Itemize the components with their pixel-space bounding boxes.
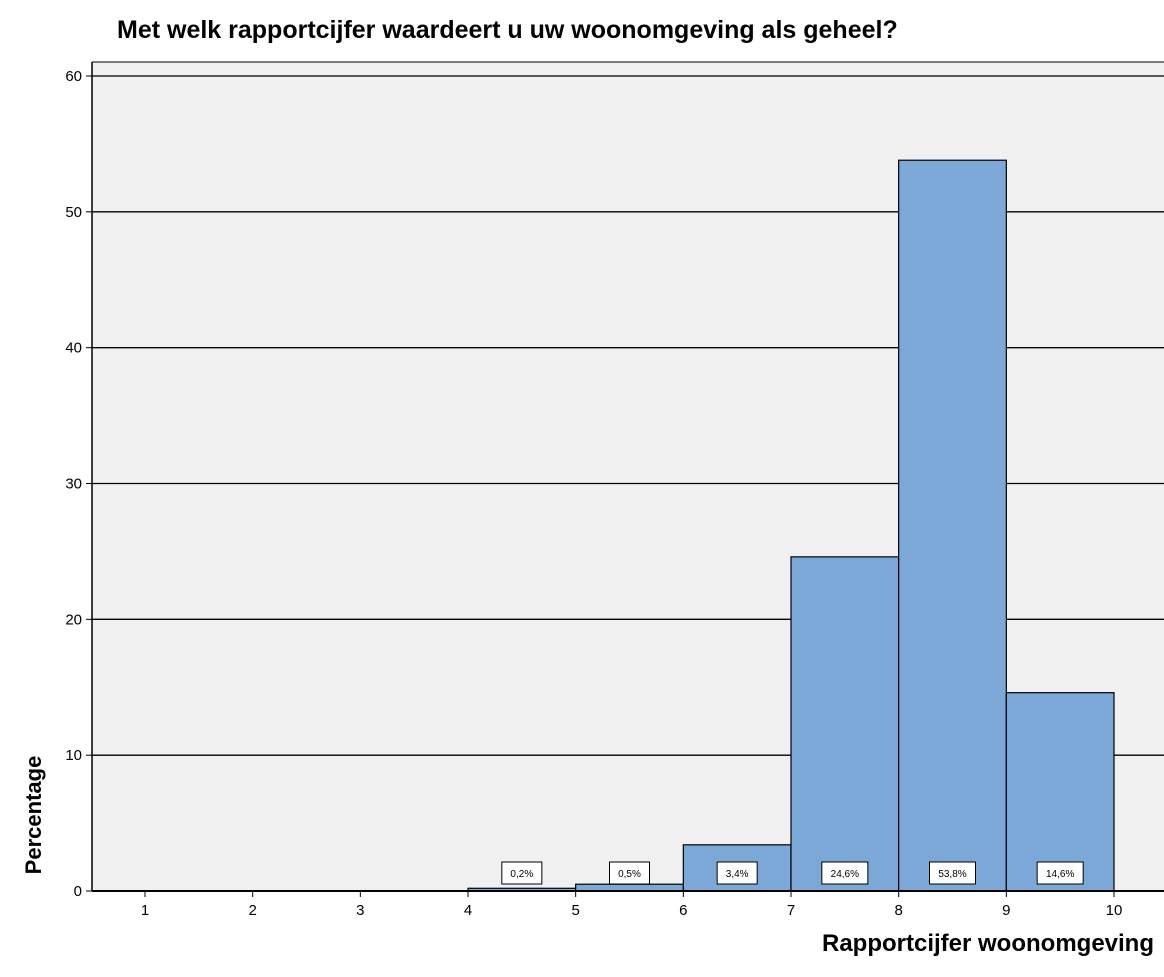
- data-label: 14,6%: [1046, 869, 1074, 880]
- y-ticks: 0 10 20 30 40 50 60: [65, 68, 92, 900]
- data-label: 53,8%: [938, 869, 966, 880]
- bar: [790, 556, 900, 892]
- y-tick-label: 0: [74, 883, 82, 900]
- data-label: 24,6%: [831, 869, 859, 880]
- x-tick-label: 2: [248, 902, 256, 919]
- x-tick-label: 10: [1106, 902, 1123, 919]
- data-label: 0,5%: [618, 869, 641, 880]
- bar: [1005, 692, 1115, 892]
- x-tick-label: 7: [787, 902, 795, 919]
- y-tick-label: 10: [65, 747, 82, 764]
- y-tick-label: 30: [65, 476, 82, 493]
- y-tick-label: 40: [65, 340, 82, 357]
- x-tick-label: 6: [679, 902, 687, 919]
- data-label-box: [716, 861, 758, 885]
- bar: [898, 159, 1007, 892]
- data-labels: 0,2% 0,5% 3,4% 24,6% 53,8% 14,6%: [501, 861, 1084, 885]
- bar: [575, 883, 684, 892]
- x-tick-label: 9: [1002, 902, 1010, 919]
- x-tick-label: 3: [356, 902, 364, 919]
- data-label: 3,4%: [726, 869, 749, 880]
- data-label-box: [1036, 861, 1084, 885]
- x-ticks: 1 2 3 4 5 6 7 8 9 10: [141, 891, 1123, 919]
- data-label-box: [501, 861, 543, 885]
- y-tick-label: 20: [65, 611, 82, 628]
- x-tick-label: 4: [464, 902, 472, 919]
- y-tick-label: 50: [65, 204, 82, 221]
- data-label-box: [609, 861, 650, 885]
- axes: [91, 61, 1164, 892]
- bars: [467, 159, 1115, 892]
- x-axis-label: Rapportcijfer woonomgeving: [821, 930, 1154, 957]
- y-tick-label: 60: [65, 68, 82, 85]
- data-label-box: [821, 861, 869, 885]
- data-label-box: [929, 861, 976, 885]
- chart-title: Met welk rapportcijfer waardeert u uw wo…: [117, 16, 898, 44]
- x-tick-label: 8: [894, 902, 902, 919]
- x-tick-label: 5: [571, 902, 579, 919]
- x-tick-label: 1: [141, 902, 149, 919]
- data-label: 0,2%: [510, 869, 533, 880]
